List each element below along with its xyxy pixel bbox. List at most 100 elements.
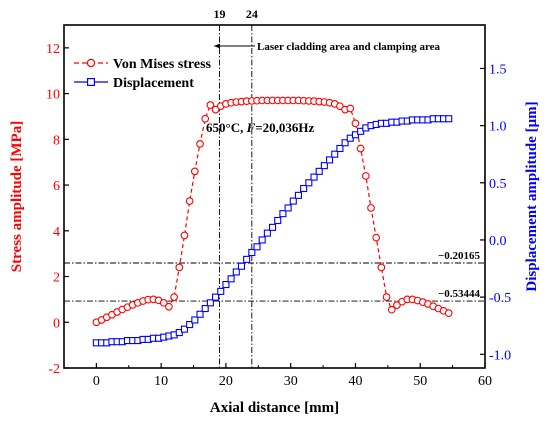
stress-point — [377, 263, 386, 272]
stress-point — [175, 263, 184, 272]
stress-point — [201, 114, 210, 123]
left-tick-label: 12 — [46, 42, 60, 57]
x-tick-label: 30 — [284, 374, 298, 389]
stress-point — [165, 302, 173, 311]
displacement-point — [274, 216, 282, 225]
legend-stress-marker — [86, 58, 96, 68]
x-tick-label: 10 — [154, 374, 168, 389]
stress-point — [351, 119, 360, 128]
right-axis-title: Displacement amplitude [μm] — [524, 101, 540, 291]
condition-value: =20,036Hz — [255, 120, 314, 135]
x-tick-label: 40 — [348, 374, 362, 389]
displacement-point — [222, 280, 230, 289]
stress-point — [180, 231, 189, 240]
right-axis-ticks: -1.0 -0.5 0.0 0.5 1.0 1.5 — [480, 62, 511, 363]
legend: Von Mises stress Displacement — [74, 57, 212, 91]
displacement-point — [263, 229, 271, 237]
left-tick-label: 6 — [53, 179, 60, 194]
displacement-point — [180, 325, 189, 333]
stress-point — [393, 301, 401, 309]
stress-point — [211, 105, 220, 114]
region-label: Laser cladding area and clamping area — [257, 41, 441, 53]
displacement-point — [206, 299, 214, 307]
displacement-point — [258, 236, 266, 244]
condition-prefix: 650°C, — [206, 120, 247, 135]
displacement-point — [284, 204, 292, 212]
x-tick-label: 0 — [93, 374, 100, 389]
x-axis-title: Axial distance [mm] — [210, 400, 339, 416]
right-tick-label: 1.5 — [489, 62, 507, 77]
displacement-point — [289, 197, 297, 205]
hline-label-053444: −0.53444 — [438, 288, 481, 300]
plot-frame — [63, 24, 486, 369]
displacement-point — [279, 210, 287, 218]
displacement-point — [217, 287, 225, 295]
displacement-point — [237, 262, 246, 270]
stress-point — [346, 104, 355, 113]
x-tick-label: 20 — [219, 374, 233, 389]
displacement-point — [294, 191, 303, 199]
displacement-point — [341, 139, 349, 147]
displacement-point — [232, 268, 240, 276]
displacement-point — [243, 255, 251, 263]
hline-label-020165: −0.20165 — [438, 250, 481, 262]
displacement-point — [331, 150, 339, 158]
left-tick-label: -2 — [48, 362, 60, 377]
condition-var: F — [246, 120, 256, 135]
x-axis-ticks: 0 10 20 30 40 50 60 — [93, 363, 492, 389]
displacement-point — [196, 310, 204, 318]
left-tick-label: 10 — [46, 88, 60, 103]
stress-point — [444, 309, 453, 317]
right-tick-label: 0.0 — [489, 234, 507, 249]
stress-point — [336, 102, 344, 111]
displacement-point — [212, 293, 220, 301]
displacement-point — [201, 304, 209, 313]
displacement-point — [336, 144, 344, 153]
x-tick-label: 60 — [478, 374, 492, 389]
left-tick-label: 4 — [53, 225, 60, 240]
displacement-point — [326, 156, 334, 164]
series-layer — [92, 96, 453, 347]
stress-point — [170, 293, 178, 301]
displacement-point — [300, 184, 308, 193]
displacement-point — [445, 115, 453, 123]
stress-point — [367, 204, 375, 212]
right-tick-label: 1.0 — [489, 120, 507, 135]
stress-point — [206, 101, 215, 109]
vline-label-24: 24 — [246, 7, 258, 21]
condition-label: 650°C, F=20,036Hz — [206, 120, 315, 135]
left-tick-label: 8 — [53, 133, 60, 148]
left-tick-label: 2 — [53, 271, 60, 286]
right-tick-label: -0.5 — [489, 291, 511, 306]
displacement-point — [305, 179, 313, 187]
stress-point — [361, 172, 370, 180]
displacement-point — [248, 248, 256, 257]
displacement-point — [186, 321, 194, 329]
displacement-point — [227, 275, 235, 283]
stress-point — [372, 233, 381, 242]
region-annotation: Laser cladding area and clamping area — [214, 41, 441, 53]
right-tick-label: 0.5 — [489, 177, 507, 192]
displacement-point — [315, 167, 323, 175]
displacement-point — [253, 243, 261, 251]
stress-point — [185, 197, 194, 205]
displacement-point — [320, 162, 328, 170]
legend-displacement-marker — [86, 77, 95, 86]
stress-point — [356, 144, 365, 153]
x-tick-label: 50 — [413, 374, 427, 389]
vline-label-19: 19 — [213, 7, 225, 21]
right-tick-label: -1.0 — [489, 348, 511, 363]
stress-point — [382, 293, 391, 301]
stress-point — [387, 305, 396, 314]
region-arrow-head — [214, 43, 220, 49]
left-tick-label: 0 — [53, 316, 60, 331]
displacement-point — [191, 316, 199, 324]
stress-point — [196, 140, 204, 148]
stress-point — [159, 298, 168, 307]
displacement-point — [310, 173, 318, 181]
displacement-point — [269, 223, 277, 231]
legend-displacement-label: Displacement — [113, 76, 194, 91]
left-axis-title: Stress amplitude [MPa] — [9, 121, 25, 272]
stress-point — [190, 167, 199, 176]
legend-stress-label: Von Mises stress — [113, 57, 212, 72]
